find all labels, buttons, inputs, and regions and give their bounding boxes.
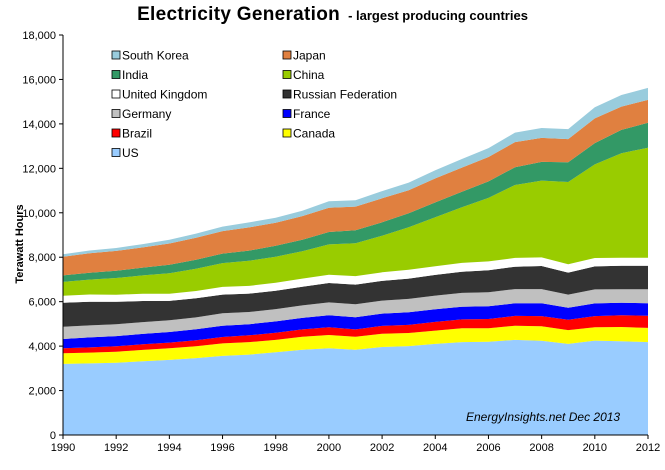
axes-group: 0 2,000 4,000 6,000 8,000 10,000 12,000 14,000 1… xyxy=(22,30,660,454)
legend: South Korea Japan India China United Kingdom… xyxy=(111,49,397,160)
legend-label-brazil: Brazil xyxy=(122,127,152,141)
area-canada xyxy=(63,325,648,364)
legend-label-india: India xyxy=(122,68,148,82)
y-tick-label: 2,000 xyxy=(28,386,56,398)
legend-label-russian-federation: Russian Federation xyxy=(293,88,397,102)
x-tick-label: 2012 xyxy=(636,442,660,454)
area-russian-federation xyxy=(63,265,648,327)
y-tick-label: 14,000 xyxy=(22,119,56,131)
x-tick-label: 2000 xyxy=(317,442,341,454)
x-tick-label: 2002 xyxy=(370,442,394,454)
legend-swatch-germany xyxy=(111,109,121,118)
y-tick-label: 6,000 xyxy=(28,297,56,309)
legend-label-us: US xyxy=(122,146,139,160)
y-tick-label: 12,000 xyxy=(22,163,56,175)
x-tick-label: 1990 xyxy=(51,442,75,454)
area-japan xyxy=(63,99,648,276)
area-united-kingdom xyxy=(63,257,648,303)
y-tick-label: 8,000 xyxy=(28,252,56,264)
x-tick-label: 1996 xyxy=(210,442,234,454)
legend-label-china: China xyxy=(293,68,325,82)
legend-swatch-india xyxy=(111,70,121,79)
y-tick-label: 16,000 xyxy=(22,74,56,86)
x-tick-label: 2004 xyxy=(423,442,447,454)
source-credit: EnergyInsights.net Dec 2013 xyxy=(466,410,621,424)
area-brazil xyxy=(63,315,648,354)
legend-swatch-canada xyxy=(282,128,292,138)
area-china xyxy=(63,147,648,296)
x-tick-label: 1992 xyxy=(104,442,128,454)
legend-swatch-us xyxy=(111,148,121,157)
y-tick-label: 10,000 xyxy=(22,208,56,220)
area-series-group xyxy=(63,87,648,435)
legend-label-united-kingdom: United Kingdom xyxy=(122,88,207,102)
y-tick-label: 0 xyxy=(50,430,56,442)
area-germany xyxy=(63,289,648,339)
y-tick-label: 4,000 xyxy=(28,341,56,353)
chart-title: Electricity Generation - largest producin… xyxy=(0,4,665,26)
chart-title-main: Electricity Generation xyxy=(137,4,341,25)
legend-swatch-china xyxy=(282,70,292,79)
x-tick-label: 2006 xyxy=(476,442,500,454)
legend-swatch-france xyxy=(282,109,292,118)
area-us xyxy=(63,339,648,435)
legend-label-japan: Japan xyxy=(293,49,326,63)
y-tick-label: 18,000 xyxy=(22,30,56,42)
legend-label-france: France xyxy=(293,107,331,121)
chart-subtitle: - largest producing countries xyxy=(348,8,528,23)
legend-swatch-japan xyxy=(282,50,292,60)
x-tick-label: 2010 xyxy=(583,442,607,454)
x-tick-label: 1994 xyxy=(157,442,181,454)
legend-swatch-south-korea xyxy=(111,50,121,60)
legend-label-canada: Canada xyxy=(293,127,335,141)
legend-swatch-united-kingdom xyxy=(111,89,121,99)
legend-swatch-brazil xyxy=(111,128,121,138)
legend-label-germany: Germany xyxy=(122,107,171,121)
legend-label-south-korea: South Korea xyxy=(122,49,189,63)
x-tick-label: 1998 xyxy=(263,442,287,454)
area-france xyxy=(63,302,648,349)
legend-swatch-russian-federation xyxy=(282,89,292,99)
x-tick-label: 2008 xyxy=(529,442,553,454)
